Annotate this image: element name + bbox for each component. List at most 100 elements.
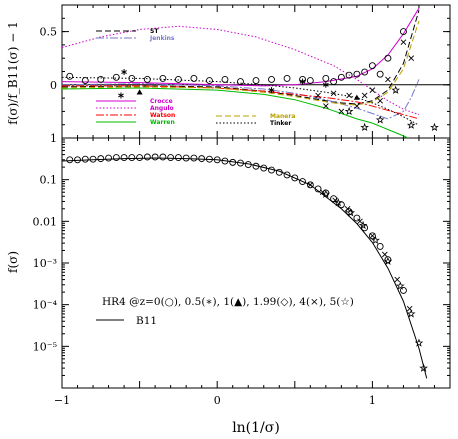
bottom-legend-line-label: B11 xyxy=(136,315,157,327)
top-cross-marker xyxy=(330,90,337,97)
top-circle-marker xyxy=(159,74,167,82)
bottom-circle-marker xyxy=(190,154,198,162)
bottom-circle-marker xyxy=(299,178,307,186)
bottom-cross-marker xyxy=(357,218,363,225)
top-star-marker xyxy=(344,106,354,116)
bottom-cross-marker xyxy=(394,276,401,283)
bottom-data-points xyxy=(66,153,428,372)
top-circle-marker xyxy=(237,78,244,86)
top-triangle-marker xyxy=(353,94,360,100)
bottom-star-marker xyxy=(346,208,356,217)
top-cross-marker xyxy=(354,103,360,109)
bottom-circle-marker xyxy=(182,154,190,162)
top-circle-marker xyxy=(399,28,407,36)
bottom-y-tick-label: 1 xyxy=(50,132,57,145)
bottom-circle-marker xyxy=(399,286,407,294)
top-circle-marker xyxy=(376,70,384,78)
bottom-star-marker xyxy=(414,338,424,347)
bottom-b11-line xyxy=(62,157,428,379)
top-circle-marker xyxy=(112,73,120,81)
bottom-y-tick-label: 10⁻⁵ xyxy=(33,340,57,353)
bottom-circle-marker xyxy=(120,154,128,161)
bottom-cross-marker xyxy=(319,189,326,196)
bottom-circle-marker xyxy=(198,155,206,163)
bottom-y-tick-label: 0.1 xyxy=(40,174,58,187)
bottom-circle-marker xyxy=(260,164,268,172)
top-cross-marker xyxy=(377,97,383,104)
bottom-cross-marker xyxy=(332,197,338,204)
bottom-circle-marker xyxy=(306,181,314,189)
top-cross-marker xyxy=(323,103,329,109)
top-circle-marker xyxy=(322,74,330,82)
legend-angulo-label: Angulo xyxy=(150,105,174,112)
bottom-circle-marker xyxy=(213,156,221,164)
top-y-tick-label: 0 xyxy=(50,79,57,92)
top-circle-marker xyxy=(368,62,376,70)
bottom-star-marker xyxy=(406,309,416,318)
bottom-circle-marker xyxy=(167,154,175,161)
top-star-marker xyxy=(430,122,439,132)
top-circle-marker xyxy=(174,76,182,83)
bottom-star-marker xyxy=(395,281,405,290)
top-asterisk-marker xyxy=(268,87,275,94)
top-cross-marker xyxy=(400,39,407,46)
top-circle-marker xyxy=(221,76,229,83)
top-cross-marker xyxy=(385,76,391,83)
bottom-cross-marker xyxy=(406,305,413,312)
bottom-circle-marker xyxy=(205,155,213,163)
top-warren-line xyxy=(62,87,410,138)
top-star-marker xyxy=(391,85,401,94)
x-tick-label: 1 xyxy=(369,394,376,407)
bottom-cross-marker xyxy=(344,205,351,212)
bottom-legend-points-label: HR4 @z=0(○), 0.5(∗), 1(▲), 1.99(◇), 4(×)… xyxy=(102,296,354,308)
top-circle-marker xyxy=(143,76,151,83)
bottom-y-tick-label: 10⁻³ xyxy=(33,257,57,270)
bottom-star-marker xyxy=(419,363,428,372)
bottom-cross-marker xyxy=(369,232,376,239)
bottom-circle-marker xyxy=(89,155,97,163)
top-panel-frame xyxy=(61,4,451,139)
bottom-star-marker xyxy=(333,198,343,207)
x-axis-label: ln(1/σ) xyxy=(232,420,280,436)
legend-manera-label: Manera xyxy=(270,113,295,120)
top-circle-marker xyxy=(361,68,369,76)
bottom-circle-marker xyxy=(244,161,252,169)
bottom-panel-frame xyxy=(61,137,451,389)
bottom-circle-marker xyxy=(159,153,167,161)
bottom-cross-marker xyxy=(307,182,314,188)
top-cross-marker xyxy=(315,92,321,99)
top-circle-marker xyxy=(337,73,345,81)
top-circle-marker xyxy=(268,76,275,83)
bottom-circle-marker xyxy=(66,156,74,164)
top-y-axis-label: f(σ)/f_B11(σ) − 1 xyxy=(6,21,20,124)
top-circle-marker xyxy=(384,54,392,62)
bottom-star-marker xyxy=(371,235,380,245)
bottom-circle-marker xyxy=(376,242,384,250)
bottom-circle-marker xyxy=(221,157,229,165)
legend-tinker-label: Tinker xyxy=(270,120,291,127)
bottom-circle-marker xyxy=(112,154,120,161)
bottom-circle-marker xyxy=(252,162,260,170)
top-star-marker xyxy=(375,115,385,124)
top-circle-marker xyxy=(97,76,105,83)
bottom-circle-marker xyxy=(174,154,182,161)
bottom-star-marker xyxy=(358,220,368,230)
top-circle-marker xyxy=(353,70,361,78)
bottom-circle-marker xyxy=(368,232,376,240)
bottom-series-curves xyxy=(62,157,428,379)
top-cross-marker xyxy=(361,92,368,99)
top-asterisk-marker xyxy=(322,81,329,88)
top-circle-marker xyxy=(283,74,291,82)
top-circle-marker xyxy=(205,77,213,84)
legend-watson-label: Watson xyxy=(150,112,175,119)
top-manera-line xyxy=(62,20,420,106)
top-asterisk-marker xyxy=(299,78,306,85)
bottom-circle-marker xyxy=(151,153,159,161)
top-circle-marker xyxy=(81,77,89,84)
bottom-circle-marker xyxy=(128,154,136,161)
legend-crocce-label: Crocce xyxy=(150,98,173,105)
top-watson-line xyxy=(62,85,420,120)
top-asterisk-marker xyxy=(121,69,127,76)
